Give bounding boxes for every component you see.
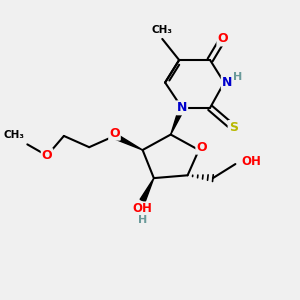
- Text: S: S: [229, 121, 238, 134]
- Polygon shape: [113, 134, 142, 150]
- Text: O: O: [109, 127, 120, 140]
- Text: N: N: [222, 76, 232, 89]
- Text: OH: OH: [241, 155, 261, 168]
- Text: O: O: [218, 32, 228, 46]
- Text: H: H: [233, 73, 242, 82]
- Text: O: O: [196, 141, 207, 154]
- Text: H: H: [138, 215, 147, 225]
- Text: CH₃: CH₃: [4, 130, 25, 140]
- Text: N: N: [177, 101, 187, 114]
- Polygon shape: [140, 178, 154, 202]
- Text: O: O: [42, 149, 52, 162]
- Text: OH: OH: [133, 202, 152, 215]
- Text: CH₃: CH₃: [152, 25, 173, 35]
- Polygon shape: [171, 107, 184, 134]
